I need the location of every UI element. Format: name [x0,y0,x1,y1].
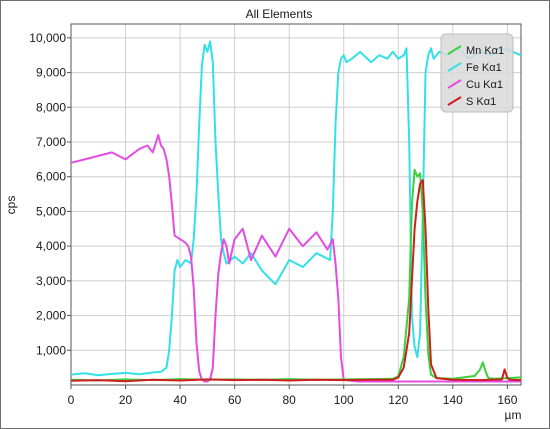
y-tick-label: 4,000 [36,239,66,253]
y-axis-ticks: 1,000 2,000 3,000 4,000 5,000 6,000 7,000 8,000… [29,31,71,357]
y-tick-label: 8,000 [36,100,66,114]
legend-box [440,33,514,113]
legend-label: Cu Kα1 [466,79,503,91]
x-tick-label: 100 [334,393,354,407]
legend-label: Mn Kα1 [466,45,504,57]
x-tick-label: 0 [68,393,75,407]
y-tick-label: 7,000 [36,135,66,149]
legend-label: S Kα1 [466,96,496,108]
y-tick-label: 5,000 [36,204,66,218]
y-tick-label: 10,000 [29,31,66,45]
x-tick-label: 40 [173,393,187,407]
legend: Mn Kα1 Fe Kα1 Cu Kα1 S Kα1 [440,33,514,113]
x-tick-label: 20 [119,393,133,407]
series-line-cu [70,134,521,383]
legend-label: Fe Kα1 [466,62,502,74]
x-axis-ticks: 0 20 40 60 80 100 120 140 160 [68,385,518,407]
chart-title: All Elements [246,7,313,21]
y-tick-label: 6,000 [36,170,66,184]
series-line-mn [70,168,522,382]
y-tick-label: 9,000 [36,66,66,80]
x-tick-label: 60 [228,393,242,407]
legend-swatch [447,79,462,89]
y-tick-label: 2,000 [36,309,66,323]
plot-area-border [70,23,522,386]
x-tick-label: 140 [443,393,463,407]
legend-swatch [447,45,462,55]
x-axis-label: µm [505,408,522,422]
x-tick-label: 120 [388,393,408,407]
series-line-s [70,179,522,383]
legend-swatch [447,62,462,72]
x-tick-label: 80 [283,393,297,407]
series-lines [70,40,522,383]
legend-swatch [447,96,462,106]
y-axis-label: cps [4,196,18,215]
x-tick-label: 160 [497,393,517,407]
y-tick-label: 1,000 [36,343,66,357]
series-line-fe [70,40,522,377]
y-tick-label: 3,000 [36,274,66,288]
